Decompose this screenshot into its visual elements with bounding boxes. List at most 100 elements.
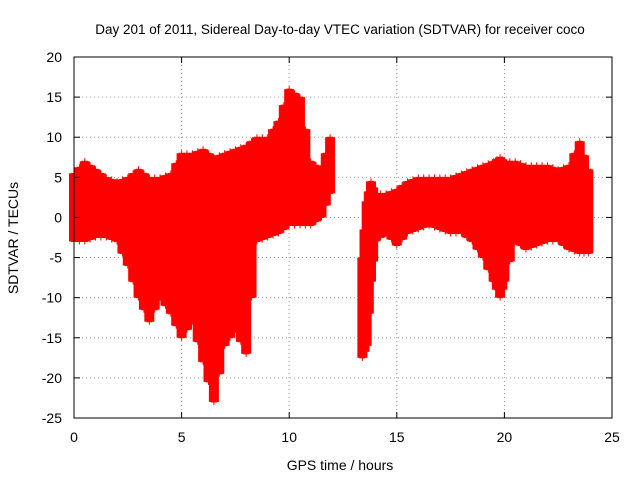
sdtvar-band xyxy=(510,161,521,242)
tick-layer: 0 5 10 15 20 25 -25 -20 -15 -10 -5 0 5 10 15 20 xyxy=(42,49,620,445)
sdtvar-band xyxy=(187,153,198,322)
sdtvar-point xyxy=(280,226,287,233)
sdtvar-point xyxy=(81,238,88,245)
sdtvar-point xyxy=(497,294,504,301)
sdtvar-point xyxy=(436,174,443,181)
sdtvar-point xyxy=(296,94,303,101)
sdtvar-band xyxy=(472,167,483,250)
sdtvar-band xyxy=(268,129,279,236)
sdtvar-point xyxy=(420,174,427,181)
sdtvar-band xyxy=(547,167,558,242)
sdtvar-point xyxy=(447,230,454,237)
sdtvar-point xyxy=(221,342,228,349)
y-tick-label: 20 xyxy=(46,49,62,65)
sdtvar-point xyxy=(539,240,546,247)
sdtvar-point xyxy=(264,234,271,241)
sdtvar-point xyxy=(501,278,508,285)
x-tick-label: 25 xyxy=(604,429,620,445)
sdtvar-point xyxy=(585,166,592,173)
sdtvar-point xyxy=(108,176,115,183)
sdtvar-band xyxy=(230,149,241,330)
sdtvar-band xyxy=(515,163,526,246)
sdtvar-band xyxy=(278,105,289,230)
y-axis-label: SDTVAR / TECUs xyxy=(5,182,21,294)
sdtvar-band xyxy=(155,177,166,298)
sdtvar-point xyxy=(327,134,334,141)
sdtvar-band xyxy=(133,169,144,298)
sdtvar-band xyxy=(542,165,553,242)
sdtvar-point xyxy=(286,222,293,229)
sdtvar-point xyxy=(146,174,153,181)
sdtvar-point xyxy=(291,222,298,229)
sdtvar-band xyxy=(325,137,336,194)
sdtvar-band xyxy=(450,175,461,234)
sdtvar-point xyxy=(275,230,282,237)
sdtvar-band xyxy=(397,185,408,240)
sdtvar-band xyxy=(246,141,257,298)
sdtvar-band xyxy=(95,173,106,238)
sdtvar-point xyxy=(92,166,99,173)
sdtvar-point xyxy=(452,230,459,237)
x-tick-label: 5 xyxy=(178,429,186,445)
sdtvar-band xyxy=(424,177,435,226)
sdtvar-band xyxy=(311,165,322,222)
y-tick-label: -15 xyxy=(42,330,62,346)
y-tick-label: -20 xyxy=(42,370,62,386)
sdtvar-point xyxy=(253,134,260,141)
x-tick-label: 20 xyxy=(497,429,513,445)
plot-frame xyxy=(73,56,613,419)
sdtvar-band xyxy=(101,177,112,238)
sdtvar-point xyxy=(426,174,433,181)
sdtvar-band xyxy=(262,137,273,238)
sdtvar-band xyxy=(531,165,542,246)
sdtvar-band xyxy=(74,167,85,242)
sdtvar-band xyxy=(219,153,230,346)
sdtvar-point xyxy=(359,354,366,361)
sdtvar-point xyxy=(87,236,94,243)
sdtvar-band xyxy=(192,151,203,342)
sdtvar-band xyxy=(79,161,90,242)
sdtvar-point xyxy=(367,278,374,285)
sdtvar-point xyxy=(442,174,449,181)
sdtvar-band xyxy=(456,173,467,234)
x-tick-label: 15 xyxy=(389,429,405,445)
sdtvar-band xyxy=(504,161,515,262)
sdtvar-band xyxy=(208,157,219,402)
sdtvar-point xyxy=(296,222,303,229)
sdtvar-point xyxy=(585,250,592,257)
sdtvar-point xyxy=(377,234,384,241)
sdtvar-point xyxy=(291,90,298,97)
sdtvar-band xyxy=(225,151,236,338)
sdtvar-point xyxy=(313,218,320,225)
sdtvar-band xyxy=(294,97,305,226)
sdtvar-band xyxy=(112,181,123,242)
sdtvar-band xyxy=(85,165,96,240)
sdtvar-band xyxy=(461,171,472,238)
sdtvar-band xyxy=(499,161,510,282)
sdtvar-band xyxy=(407,179,418,232)
sdtvar-band xyxy=(289,93,300,226)
sdtvar-point xyxy=(205,150,212,157)
sdtvar-band xyxy=(520,165,531,250)
sdtvar-band xyxy=(386,191,397,240)
sdtvar-band xyxy=(467,169,478,242)
sdtvar-point xyxy=(259,134,266,141)
sdtvar-band xyxy=(117,179,128,254)
sdtvar-band xyxy=(445,177,456,234)
sdtvar-point xyxy=(399,236,406,243)
sdtvar-point xyxy=(243,350,250,357)
sdtvar-point xyxy=(361,348,368,355)
sdtvar-point xyxy=(103,174,110,181)
sdtvar-band xyxy=(138,173,149,310)
sdtvar-point xyxy=(506,258,513,265)
chart-title: Day 201 of 2011, Sidereal Day-to-day VTE… xyxy=(95,22,584,37)
sdtvar-point xyxy=(528,244,535,251)
sdtvar-point xyxy=(415,174,422,181)
sdtvar-band xyxy=(402,181,413,234)
sdtvar-point xyxy=(372,238,379,245)
sdtvar-point xyxy=(549,164,556,171)
sdtvar-point xyxy=(499,286,506,293)
sdtvar-point xyxy=(81,158,88,165)
sdtvar-point xyxy=(517,160,524,167)
sdtvar-band xyxy=(181,153,192,330)
